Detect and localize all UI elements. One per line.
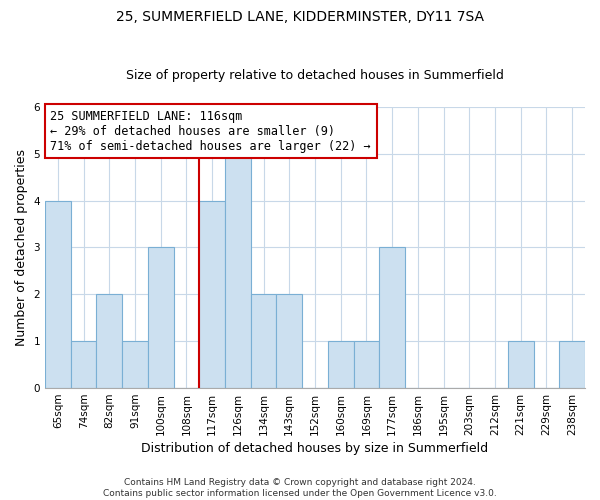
Bar [225,154,251,388]
Bar [71,341,97,388]
Text: Contains HM Land Registry data © Crown copyright and database right 2024.
Contai: Contains HM Land Registry data © Crown c… [103,478,497,498]
Text: 25, SUMMERFIELD LANE, KIDDERMINSTER, DY11 7SA: 25, SUMMERFIELD LANE, KIDDERMINSTER, DY1… [116,10,484,24]
Bar [508,341,533,388]
Bar [45,200,71,388]
Bar [148,248,173,388]
Bar [199,200,225,388]
Y-axis label: Number of detached properties: Number of detached properties [15,149,28,346]
X-axis label: Distribution of detached houses by size in Summerfield: Distribution of detached houses by size … [142,442,488,455]
Bar [251,294,277,388]
Bar [353,341,379,388]
Bar [122,341,148,388]
Bar [97,294,122,388]
Bar [559,341,585,388]
Text: 25 SUMMERFIELD LANE: 116sqm
← 29% of detached houses are smaller (9)
71% of semi: 25 SUMMERFIELD LANE: 116sqm ← 29% of det… [50,110,371,152]
Bar [277,294,302,388]
Bar [328,341,353,388]
Bar [379,248,405,388]
Title: Size of property relative to detached houses in Summerfield: Size of property relative to detached ho… [126,69,504,82]
